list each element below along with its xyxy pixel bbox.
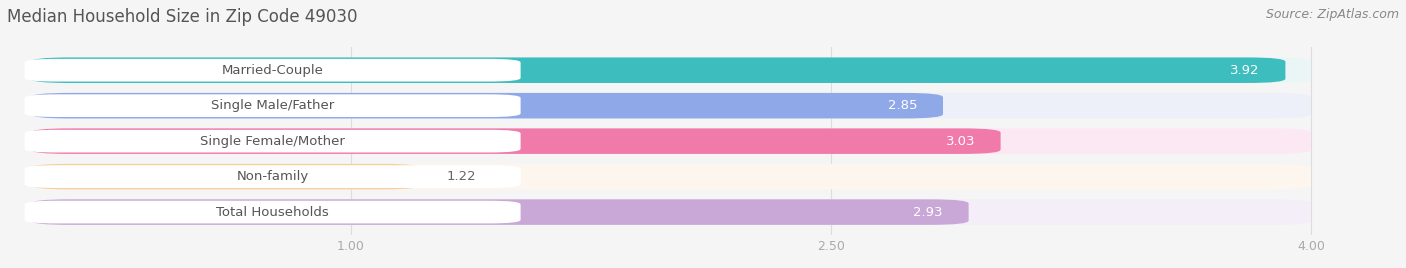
FancyBboxPatch shape [31, 57, 1285, 83]
FancyBboxPatch shape [31, 93, 1310, 118]
FancyBboxPatch shape [24, 59, 520, 81]
FancyBboxPatch shape [31, 164, 422, 189]
Text: Total Households: Total Households [217, 206, 329, 219]
Text: Single Male/Father: Single Male/Father [211, 99, 335, 112]
Text: 3.03: 3.03 [945, 135, 974, 148]
FancyBboxPatch shape [31, 128, 1310, 154]
Text: 2.85: 2.85 [889, 99, 917, 112]
Text: Source: ZipAtlas.com: Source: ZipAtlas.com [1265, 8, 1399, 21]
FancyBboxPatch shape [24, 130, 520, 152]
FancyBboxPatch shape [31, 199, 969, 225]
FancyBboxPatch shape [31, 93, 943, 118]
FancyBboxPatch shape [24, 94, 520, 117]
Text: Non-family: Non-family [236, 170, 309, 183]
Text: Married-Couple: Married-Couple [222, 64, 323, 77]
FancyBboxPatch shape [31, 57, 1310, 83]
FancyBboxPatch shape [31, 164, 1310, 189]
Text: 1.22: 1.22 [447, 170, 477, 183]
FancyBboxPatch shape [31, 128, 1001, 154]
FancyBboxPatch shape [24, 201, 520, 224]
Text: 2.93: 2.93 [914, 206, 943, 219]
FancyBboxPatch shape [31, 199, 1310, 225]
Text: 3.92: 3.92 [1230, 64, 1260, 77]
Text: Single Female/Mother: Single Female/Mother [200, 135, 344, 148]
Text: Median Household Size in Zip Code 49030: Median Household Size in Zip Code 49030 [7, 8, 357, 26]
FancyBboxPatch shape [24, 165, 520, 188]
